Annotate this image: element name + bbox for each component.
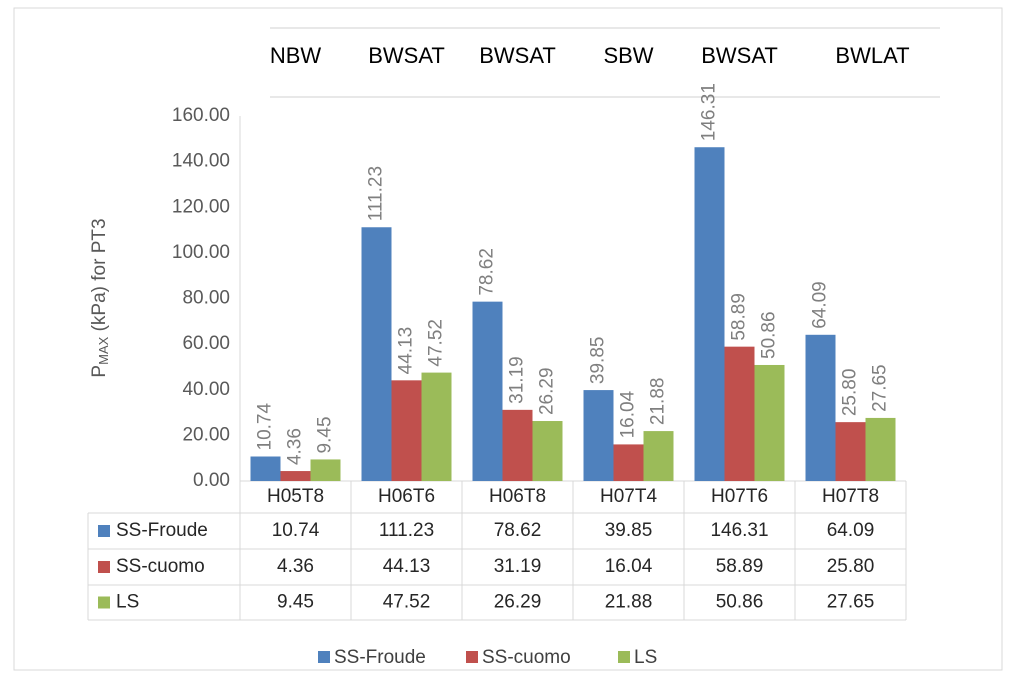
table-cell: 50.86 [716, 592, 764, 613]
x-tick-label: H07T6 [711, 486, 768, 507]
table-cell: 21.88 [605, 592, 653, 613]
bar [361, 227, 392, 481]
legend-key [318, 651, 330, 663]
y-tick-label: 80.00 [182, 288, 230, 309]
x-tick-label: H06T8 [489, 486, 546, 507]
y-axis-label: PMAX (kPa) for PT3 [89, 218, 111, 377]
bar [694, 147, 725, 481]
y-tick-label: 60.00 [182, 333, 230, 354]
table-cell: 111.23 [379, 520, 434, 541]
table-cell: 27.65 [827, 592, 875, 613]
group-label: BWLAT [835, 43, 909, 68]
bar [502, 409, 533, 481]
legend-label: SS-cuomo [482, 647, 571, 668]
value-label: 39.85 [588, 337, 609, 385]
table-cell: 47.52 [383, 592, 431, 613]
group-label: NBW [270, 43, 322, 68]
value-label: 64.09 [810, 281, 831, 329]
x-tick-label: H07T8 [822, 486, 879, 507]
x-tick-label: H06T6 [378, 486, 435, 507]
value-label: 26.29 [537, 367, 558, 415]
y-tick-label: 160.00 [172, 105, 230, 126]
bar [754, 364, 785, 481]
group-label: BWSAT [701, 43, 778, 68]
bar [310, 459, 341, 481]
legend-label: LS [634, 647, 657, 668]
table-cell: 146.31 [710, 520, 768, 541]
value-label: 146.31 [699, 83, 720, 141]
bar [472, 301, 503, 481]
group-label: BWSAT [368, 43, 445, 68]
table-cell: 78.62 [494, 520, 542, 541]
table-cell: 16.04 [605, 556, 653, 577]
bar [532, 421, 563, 481]
value-label: 44.13 [396, 327, 417, 375]
value-label: 31.19 [507, 356, 528, 404]
value-label: 10.74 [255, 403, 276, 451]
table-cell: 4.36 [277, 556, 314, 577]
table-cell: 64.09 [827, 520, 875, 541]
y-tick-label: 20.00 [182, 424, 230, 445]
table-cell: 9.45 [277, 592, 314, 613]
table-legend-key [98, 525, 110, 537]
bar [724, 346, 755, 481]
y-tick-label: 120.00 [172, 196, 230, 217]
table-row-label: SS-cuomo [116, 556, 205, 577]
bar [835, 422, 866, 481]
y-tick-label: 40.00 [182, 379, 230, 400]
value-label: 58.89 [729, 293, 750, 341]
group-label: BWSAT [479, 43, 556, 68]
value-label: 21.88 [648, 378, 669, 426]
table-row-label: LS [116, 592, 139, 613]
value-label: 50.86 [759, 311, 780, 359]
y-tick-label: 140.00 [172, 151, 230, 172]
bar [643, 431, 674, 481]
value-label: 111.23 [366, 166, 387, 221]
y-tick-label: 0.00 [193, 470, 230, 491]
legend-label: SS-Froude [334, 647, 426, 668]
table-cell: 44.13 [383, 556, 431, 577]
value-label: 9.45 [315, 416, 336, 453]
group-label: SBW [603, 43, 653, 68]
table-cell: 39.85 [605, 520, 653, 541]
x-tick-label: H05T8 [267, 486, 324, 507]
value-label: 27.65 [870, 364, 891, 412]
table-cell: 26.29 [494, 592, 542, 613]
table-legend-key [98, 596, 110, 609]
legend-key [618, 651, 630, 663]
value-label: 78.62 [477, 248, 498, 296]
table-row-label: SS-Froude [116, 520, 208, 541]
value-label: 25.80 [840, 369, 861, 417]
table-legend-key [98, 561, 110, 573]
chart-frame [13, 7, 1003, 671]
bar [583, 390, 614, 481]
bar [391, 380, 422, 481]
bar [250, 456, 281, 481]
bar [421, 372, 452, 481]
table-cell: 10.74 [272, 520, 320, 541]
bar [865, 417, 896, 481]
value-label: 4.36 [285, 428, 306, 465]
bar [613, 444, 644, 481]
y-tick-label: 100.00 [172, 242, 230, 263]
legend-key [466, 651, 478, 663]
table-cell: 58.89 [716, 556, 764, 577]
table-cell: 25.80 [827, 556, 875, 577]
bar [280, 471, 311, 481]
table-cell: 31.19 [494, 556, 542, 577]
x-tick-label: H07T4 [600, 486, 657, 507]
bar [805, 334, 836, 481]
value-label: 47.52 [426, 319, 447, 367]
value-label: 16.04 [618, 390, 639, 438]
